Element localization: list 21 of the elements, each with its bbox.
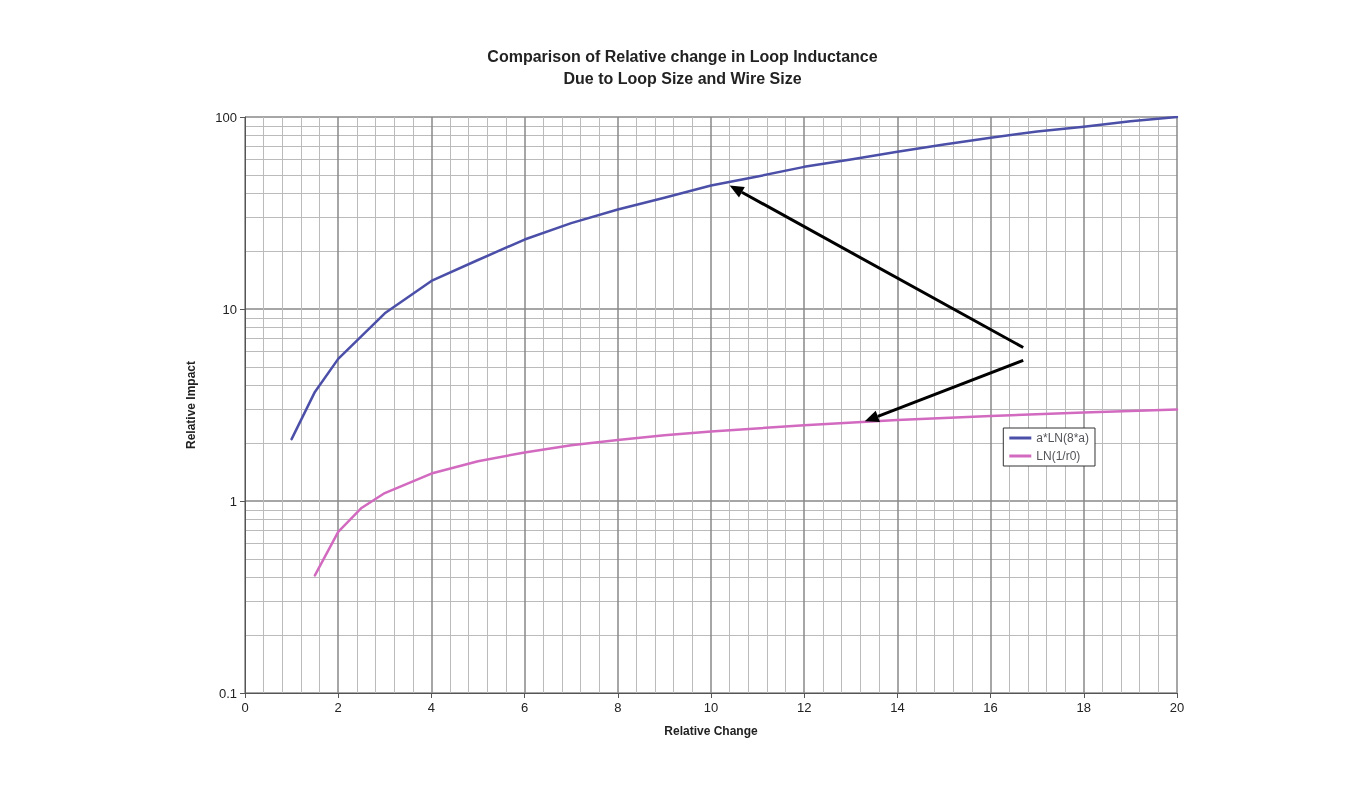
y-tick-label: 10 [222,301,237,317]
x-tick-label: 18 [1076,700,1092,715]
x-tick-label: 0 [241,700,249,715]
x-axis-title: Relative Change [664,724,758,738]
x-tick-label: 20 [1169,700,1185,715]
x-tick-label: 10 [703,700,719,715]
x-tick-label: 16 [983,700,998,715]
y-tick-label: 1 [229,493,237,509]
y-tick-label: 0.1 [218,685,237,701]
chart-title: Comparison of Relative change in Loop Inductance Due to Loop Size and Wire Size [487,47,878,87]
line-series [313,408,1179,577]
x-tick-label: 6 [520,700,529,715]
x-tick-label: 14 [890,700,905,715]
x-tick-label: 8 [614,700,622,715]
x-tick-label: 12 [796,700,812,715]
legend-label: a*LN(8*a) [1036,431,1090,445]
y-tick-label: 100 [215,109,237,125]
y-axis-title: Relative Impact [184,360,198,450]
legend-label: LN(1/r0) [1036,449,1081,463]
x-tick-label: 2 [334,700,342,715]
x-tick-label: 4 [427,700,436,715]
